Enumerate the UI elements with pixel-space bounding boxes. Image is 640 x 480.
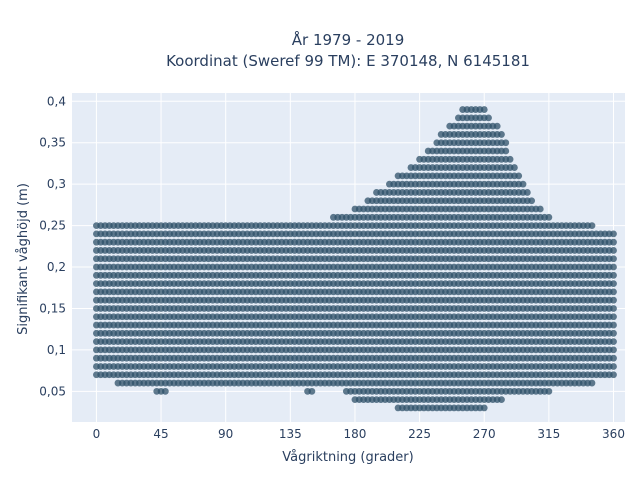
data-point <box>588 379 596 387</box>
data-point <box>502 139 510 147</box>
data-point <box>519 180 527 188</box>
data-point <box>480 106 488 113</box>
data-point <box>523 189 531 196</box>
x-tick-label: 90 <box>218 427 233 441</box>
y-tick-label: 0,05 <box>39 384 66 398</box>
data-point <box>610 338 617 346</box>
data-point <box>610 329 617 337</box>
data-point <box>493 122 501 130</box>
data-point <box>161 387 169 395</box>
data-point <box>610 247 617 254</box>
x-tick-label: 270 <box>473 427 496 441</box>
data-point <box>536 205 544 213</box>
data-point <box>610 305 617 312</box>
data-point <box>610 271 617 279</box>
y-tick-label: 0,35 <box>39 136 66 150</box>
data-point <box>511 164 518 171</box>
x-axis-title: Vågriktning (grader) <box>282 450 413 465</box>
chart-title-line-1: År 1979 - 2019 <box>292 30 405 49</box>
x-tick-label: 135 <box>279 427 302 441</box>
data-point <box>610 288 617 296</box>
data-point <box>610 346 617 354</box>
x-tick-label: 0 <box>93 427 101 441</box>
data-point <box>485 114 492 122</box>
data-point <box>610 263 617 271</box>
data-point <box>545 387 553 395</box>
x-tick-label: 180 <box>344 427 367 441</box>
y-tick-label: 0,25 <box>39 219 66 233</box>
x-tick-label: 225 <box>408 427 431 441</box>
data-point <box>610 255 617 263</box>
data-point <box>498 396 505 404</box>
data-point <box>610 371 617 379</box>
data-point <box>498 131 505 138</box>
y-axis-ticks: 0,05 0,1 0,15 0,2 0,25 0,3 0,35 0,4 <box>39 94 66 398</box>
data-point <box>610 280 617 288</box>
data-point <box>610 321 617 329</box>
data-point <box>610 230 617 238</box>
y-tick-label: 0,1 <box>47 343 66 357</box>
data-point <box>545 213 553 221</box>
x-axis-ticks: 0 45 90 135 180 225 270 315 360 <box>93 427 625 441</box>
x-tick-label: 360 <box>602 427 625 441</box>
data-point <box>610 238 617 246</box>
data-point <box>480 404 488 412</box>
y-tick-label: 0,15 <box>39 301 66 315</box>
y-tick-label: 0,4 <box>47 94 66 108</box>
data-point <box>610 354 617 362</box>
data-point <box>610 296 617 304</box>
data-point <box>506 155 514 163</box>
data-point <box>610 363 617 370</box>
data-point <box>528 197 536 205</box>
data-point <box>502 147 510 155</box>
y-tick-label: 0,3 <box>47 177 66 191</box>
data-point <box>588 222 596 229</box>
x-tick-label: 45 <box>153 427 168 441</box>
data-points <box>93 106 617 412</box>
y-axis-title: Signifikant våghöjd (m) <box>16 183 31 335</box>
chart-title-line-2: Koordinat (Sweref 99 TM): E 370148, N 61… <box>166 52 530 70</box>
x-tick-label: 315 <box>537 427 560 441</box>
data-point <box>610 313 617 321</box>
data-point <box>308 387 316 395</box>
y-tick-label: 0,2 <box>47 260 66 274</box>
data-point <box>515 172 523 180</box>
